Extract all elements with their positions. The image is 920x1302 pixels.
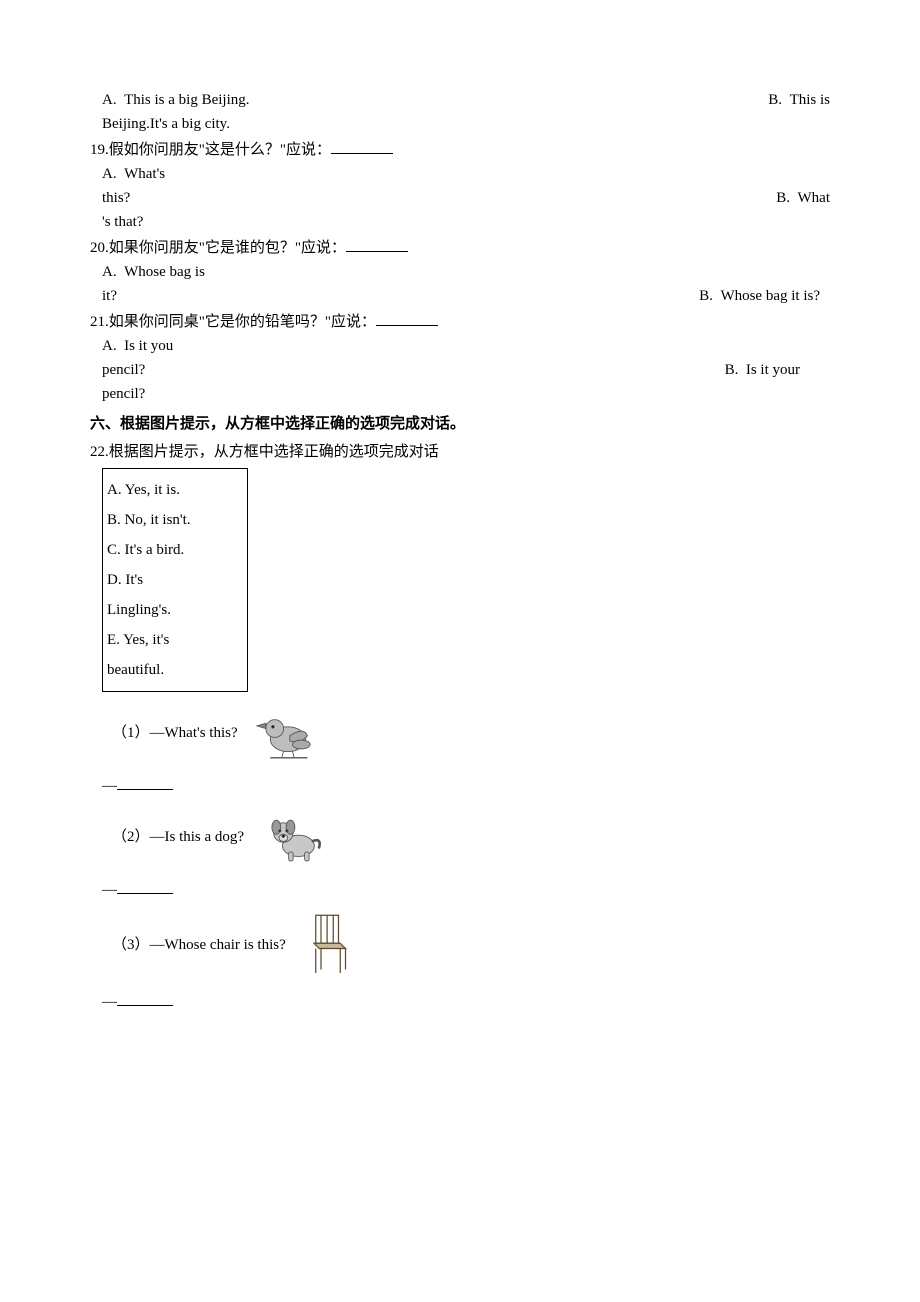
q21-optA-l2: pencil? [102, 358, 145, 382]
q20-text: 如果你问朋友"它是谁的包？"应说： [109, 240, 346, 256]
q20-blank[interactable] [346, 239, 408, 252]
q22-stem: 22.根据图片提示，从方框中选择正确的选项完成对话 [90, 440, 830, 464]
q22-d1-blank[interactable] [117, 777, 173, 790]
q19-blank[interactable] [331, 141, 393, 154]
q22-d2-prompt: （2）—Is this a dog? [112, 825, 244, 849]
q19-optA-line1: A. What's [102, 162, 830, 186]
q22-d2-dash: — [102, 882, 117, 898]
q20-optB-label: B. [699, 288, 713, 304]
q22-d1-dash: — [102, 778, 117, 794]
q21-optA-l1: Is it you [124, 338, 173, 354]
q22-d3-answer: — [102, 990, 830, 1014]
q22-d3-blank[interactable] [117, 993, 173, 1006]
q18-optA-label: A. [102, 92, 117, 108]
q18-optB-label: B. [768, 92, 782, 108]
q20-optB: B. Whose bag it is? [699, 284, 830, 308]
q22-d2-row: （2）—Is this a dog? [102, 806, 830, 868]
q19-optB-l1: What [798, 190, 830, 206]
q22-box-A: A. Yes, it is. [107, 475, 243, 505]
q22-d3-dash: — [102, 994, 117, 1010]
q22-d1-prompt: （1）—What's this? [112, 721, 238, 745]
q22-d1-answer: — [102, 774, 830, 798]
q22-d3-row: （3）—Whose chair is this? [102, 910, 830, 980]
q22-d3-prompt: （3）—Whose chair is this? [112, 933, 286, 957]
q22-d2-answer: — [102, 878, 830, 902]
q19-optA-l2: this? [102, 186, 130, 210]
q21-stem: 21.如果你问同桌"它是你的铅笔吗？"应说： [90, 310, 830, 334]
q21-row2: pencil? B. Is it your [102, 358, 830, 382]
q22-d2-num: （2） [112, 829, 150, 845]
q22-box-B: B. No, it isn't. [107, 505, 243, 535]
q18-option-b-start: B. This is [768, 88, 830, 112]
q22-options-box: A. Yes, it is. B. No, it isn't. C. It's … [102, 468, 248, 692]
q21-options: A. Is it you pencil? B. Is it your penci… [102, 334, 830, 406]
q22-box-D2: Lingling's. [107, 595, 243, 625]
q19-text: 假如你问朋友"这是什么？"应说： [109, 142, 331, 158]
q19-optB-start: B. What [776, 186, 830, 210]
q22-d2-blank[interactable] [117, 881, 173, 894]
q22-d3-q: —Whose chair is this? [150, 937, 286, 953]
q21-optA-label: A. [102, 338, 117, 354]
q18-optB-text: This is [790, 92, 830, 108]
q20-optA-l1: Whose bag is [124, 264, 205, 280]
q18-option-a: A. This is a big Beijing. [102, 88, 250, 112]
dog-icon [258, 806, 330, 868]
q22-d1-num: （1） [112, 725, 150, 741]
section6-title: 六、根据图片提示，从方框中选择正确的选项完成对话。 [90, 412, 830, 436]
q21-blank[interactable] [376, 313, 438, 326]
q21-optB-start: B. Is it your [725, 358, 830, 382]
q19-row2: this? B. What [102, 186, 830, 210]
bird-icon [252, 702, 324, 764]
q22-d1-q: —What's this? [150, 725, 238, 741]
q22-d1-row: （1）—What's this? [102, 702, 830, 764]
q19-num: 19. [90, 142, 109, 158]
q22-text: 根据图片提示，从方框中选择正确的选项完成对话 [109, 444, 439, 460]
q20-optB-text: Whose bag it is? [720, 288, 820, 304]
page: A. This is a big Beijing. B. This is Bei… [0, 0, 920, 1302]
q19-options: A. What's this? B. What 's that? [102, 162, 830, 234]
q18-option-a-row: A. This is a big Beijing. B. This is Bei… [102, 88, 830, 136]
q21-num: 21. [90, 314, 109, 330]
q18-optB-cont: Beijing.It's a big city. [102, 112, 830, 136]
q22-d3-num: （3） [112, 937, 150, 953]
q20-stem: 20.如果你问朋友"它是谁的包？"应说： [90, 236, 830, 260]
q21-optA-line1: A. Is it you [102, 334, 830, 358]
q22-d2-q: —Is this a dog? [150, 829, 245, 845]
q19-optB-label: B. [776, 190, 790, 206]
q22-box-E2: beautiful. [107, 655, 243, 685]
q20-optA-l2: it? [102, 284, 117, 308]
q21-optB-label: B. [725, 362, 739, 378]
q21-text: 如果你问同桌"它是你的铅笔吗？"应说： [109, 314, 376, 330]
q22-num: 22. [90, 444, 109, 460]
q22-box-E1: E. Yes, it's [107, 625, 243, 655]
q20-optA-label: A. [102, 264, 117, 280]
q18-optA-text: This is a big Beijing. [124, 92, 249, 108]
q19-stem: 19.假如你问朋友"这是什么？"应说： [90, 138, 830, 162]
q19-optA-label: A. [102, 166, 117, 182]
chair-icon [300, 910, 356, 980]
q20-options: A. Whose bag is it? B. Whose bag it is? [102, 260, 830, 308]
q22-box-C: C. It's a bird. [107, 535, 243, 565]
q19-optA-l1: What's [124, 166, 165, 182]
q21-optB-l2: pencil? [102, 382, 830, 406]
q22-box-D1: D. It's [107, 565, 243, 595]
q21-optB-l1: Is it your [746, 362, 800, 378]
q19-optB-l2: 's that? [102, 210, 830, 234]
q20-row2: it? B. Whose bag it is? [102, 284, 830, 308]
q20-optA-line1: A. Whose bag is [102, 260, 830, 284]
q20-num: 20. [90, 240, 109, 256]
